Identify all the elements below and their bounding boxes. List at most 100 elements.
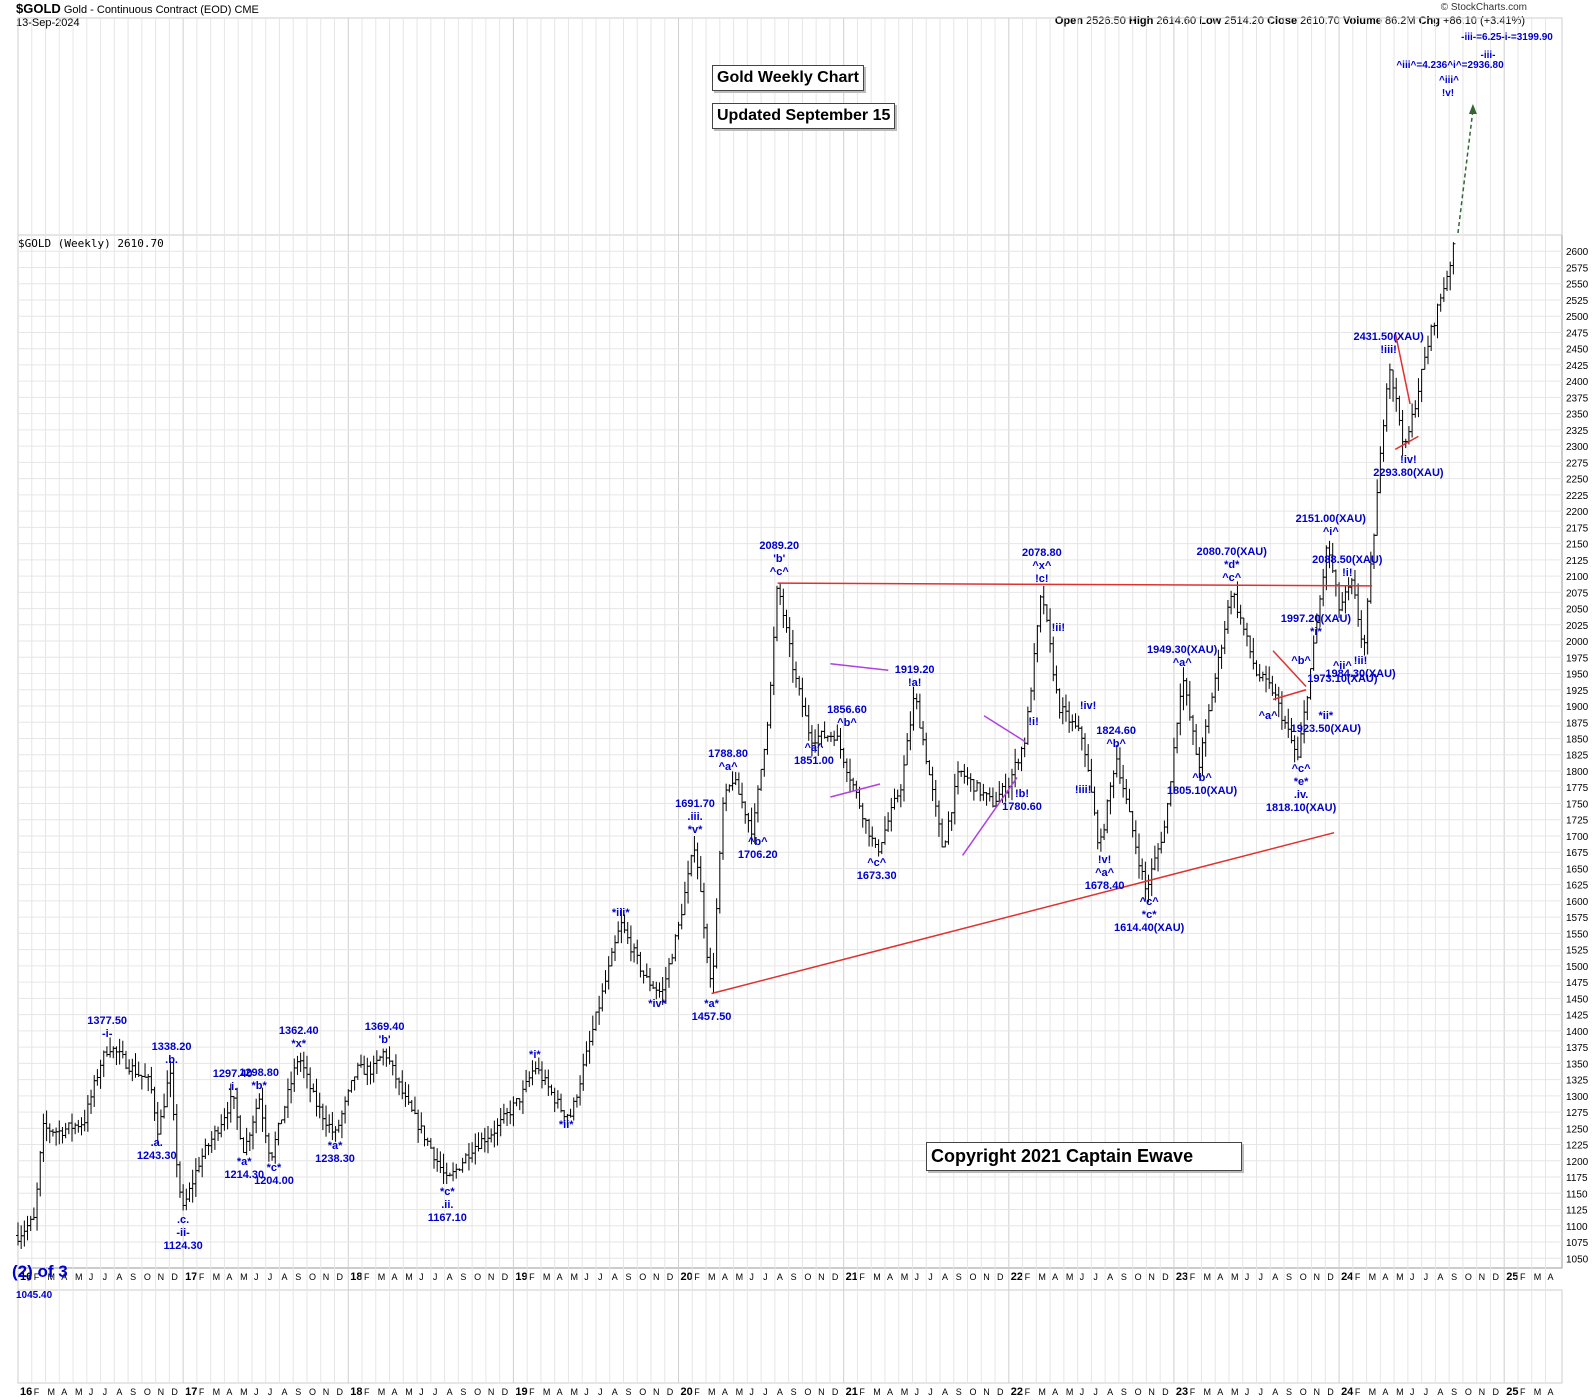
wave-label: *ii* [558, 1119, 574, 1132]
triangle-line [961, 777, 1018, 856]
trendline [711, 831, 1335, 995]
x-tick-label-lower: A [61, 1387, 67, 1397]
x-tick-label-lower: F [859, 1387, 865, 1397]
x-tick-label: J [914, 1272, 919, 1282]
x-tick-label: M [1231, 1272, 1239, 1282]
projection-label: -iii-=6.25-i-=3199.90 [1461, 32, 1553, 43]
y-tick-label: 2050 [1566, 605, 1589, 616]
x-tick-label: F [1520, 1272, 1526, 1282]
y-tick-label: 1750 [1566, 799, 1589, 810]
x-tick-label: 21 [846, 1271, 858, 1283]
x-tick-label: M [873, 1272, 881, 1282]
x-tick-label-lower: D [502, 1387, 509, 1397]
x-tick-label-lower: F [364, 1387, 370, 1397]
x-tick-label-lower: M [1066, 1387, 1074, 1397]
wave-label: !iv! 2293.80(XAU) [1373, 454, 1444, 480]
x-tick-label: S [295, 1272, 301, 1282]
x-tick-label: J [1080, 1272, 1085, 1282]
x-tick-label-lower: 25 [1506, 1386, 1518, 1398]
x-tick-label: M [405, 1272, 413, 1282]
x-tick-label: O [309, 1272, 316, 1282]
x-tick-label-lower: M [1038, 1387, 1046, 1397]
x-tick-label: J [763, 1272, 768, 1282]
x-tick-label-lower: M [901, 1387, 909, 1397]
y-tick-label: 1100 [1566, 1222, 1588, 1233]
y-tick-label: 1825 [1566, 751, 1589, 762]
y-tick-label: 2000 [1566, 637, 1589, 648]
wave-label: *a* 1457.50 [691, 997, 732, 1023]
x-tick-label: D [667, 1272, 674, 1282]
triangle-line [830, 663, 889, 672]
x-tick-label: J [433, 1272, 438, 1282]
y-tick-label: 1625 [1566, 881, 1589, 892]
wave-label: 1824.60 ^b^ [1096, 725, 1137, 750]
x-tick-label: J [1259, 1272, 1264, 1282]
wave-label: *iii* [611, 906, 630, 919]
wave-label: *a* 1214.30 [224, 1155, 265, 1181]
x-tick-label-lower: A [392, 1387, 398, 1397]
y-tick-label: 2075 [1566, 588, 1589, 599]
wave-label: 1949.30(XAU) ^a^ [1147, 643, 1218, 669]
x-tick-label-lower: J [103, 1387, 108, 1397]
y-tick-label: 1725 [1566, 816, 1589, 827]
x-tick-label: N [488, 1272, 495, 1282]
wave-label: 1691.70 .iii. *v* [675, 798, 715, 837]
x-tick-label-lower: 20 [681, 1386, 693, 1398]
y-tick-label: 1275 [1566, 1108, 1589, 1119]
wave-label: 1362.40 *x* [278, 1025, 319, 1051]
x-tick-label-lower: A [281, 1387, 287, 1397]
y-tick-label: 1375 [1566, 1043, 1589, 1054]
x-tick-label-lower: 19 [515, 1386, 527, 1398]
x-tick-label-lower: F [529, 1387, 535, 1397]
x-tick-label-lower: O [1465, 1387, 1472, 1397]
x-tick-label: S [1451, 1272, 1457, 1282]
x-tick-label: M [378, 1272, 386, 1282]
x-tick-label-lower: M [48, 1387, 56, 1397]
x-tick-label-lower: M [1203, 1387, 1211, 1397]
x-tick-label: A [1107, 1272, 1113, 1282]
triangle-line [830, 783, 881, 798]
x-tick-label-lower: M [213, 1387, 221, 1397]
wave-label: ^c^ 1673.30 [856, 857, 897, 883]
x-tick-label-lower: O [970, 1387, 977, 1397]
x-tick-label: M [1038, 1272, 1046, 1282]
trendline [777, 582, 1373, 587]
x-tick-label-lower: S [1121, 1387, 1127, 1397]
x-tick-label: A [281, 1272, 287, 1282]
x-tick-label-lower: 22 [1011, 1386, 1023, 1398]
y-tick-label: 1600 [1566, 897, 1589, 908]
x-tick-label-lower: M [1231, 1387, 1239, 1397]
x-tick-label: F [1355, 1272, 1361, 1282]
x-tick-label: M [1369, 1272, 1377, 1282]
projection-arrowhead [1468, 104, 1477, 114]
x-tick-label-lower: N [1479, 1387, 1486, 1397]
x-tick-label: O [474, 1272, 481, 1282]
x-tick-label-lower: O [1135, 1387, 1142, 1397]
y-tick-label: 2475 [1566, 328, 1589, 339]
wave-label: 1919.20 !a! [894, 663, 935, 689]
wave-label: 1788.80 ^a^ [708, 748, 748, 774]
x-tick-label: 25 [1506, 1271, 1518, 1283]
x-tick-label: F [529, 1272, 535, 1282]
wave-label: ^a^ 1851.00 [794, 741, 834, 767]
x-tick-label-lower: A [777, 1387, 783, 1397]
x-tick-label: A [1382, 1272, 1388, 1282]
x-tick-label: O [1300, 1272, 1307, 1282]
x-tick-label-lower: N [158, 1387, 165, 1397]
x-tick-label: J [928, 1272, 933, 1282]
wave-label: 1369.40 'b' [364, 1020, 405, 1046]
x-tick-label: M [708, 1272, 716, 1282]
lower-panel-frame [17, 1289, 1563, 1384]
description: Gold - Continuous Contract (EOD) [63, 4, 232, 16]
x-tick-label: J [1410, 1272, 1415, 1282]
projection-arrow [1457, 109, 1474, 234]
x-tick-label: A [722, 1272, 728, 1282]
y-tick-label: 2175 [1566, 523, 1589, 534]
x-tick-label-lower: F [199, 1387, 205, 1397]
x-tick-label: M [1066, 1272, 1074, 1282]
x-tick-label-lower: 18 [350, 1386, 362, 1398]
wave-label: !iii! [1074, 784, 1092, 797]
x-tick-label: M [736, 1272, 744, 1282]
x-tick-label: J [268, 1272, 273, 1282]
y-tick-label: 2550 [1566, 280, 1589, 291]
